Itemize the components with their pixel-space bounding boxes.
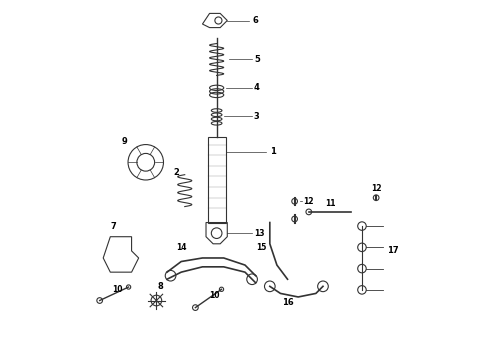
Text: 10: 10 <box>210 291 220 300</box>
Circle shape <box>220 287 223 292</box>
Text: 2: 2 <box>173 168 179 177</box>
Text: 5: 5 <box>254 55 260 64</box>
Text: 10: 10 <box>112 285 122 294</box>
Text: 15: 15 <box>256 243 266 252</box>
Text: 12: 12 <box>371 184 381 193</box>
Circle shape <box>126 285 131 289</box>
Circle shape <box>97 298 102 303</box>
Text: 7: 7 <box>111 221 117 230</box>
Circle shape <box>193 305 198 310</box>
Text: 9: 9 <box>122 136 127 145</box>
Text: 12: 12 <box>303 197 314 206</box>
Text: 1: 1 <box>270 147 276 156</box>
Text: 6: 6 <box>252 16 258 25</box>
Text: 17: 17 <box>387 246 398 255</box>
Text: 4: 4 <box>254 84 260 93</box>
Text: 8: 8 <box>157 282 163 291</box>
Text: 16: 16 <box>282 298 294 307</box>
Text: 14: 14 <box>176 243 187 252</box>
Text: 3: 3 <box>254 112 260 121</box>
Text: 11: 11 <box>325 198 335 207</box>
Text: 13: 13 <box>254 229 265 238</box>
